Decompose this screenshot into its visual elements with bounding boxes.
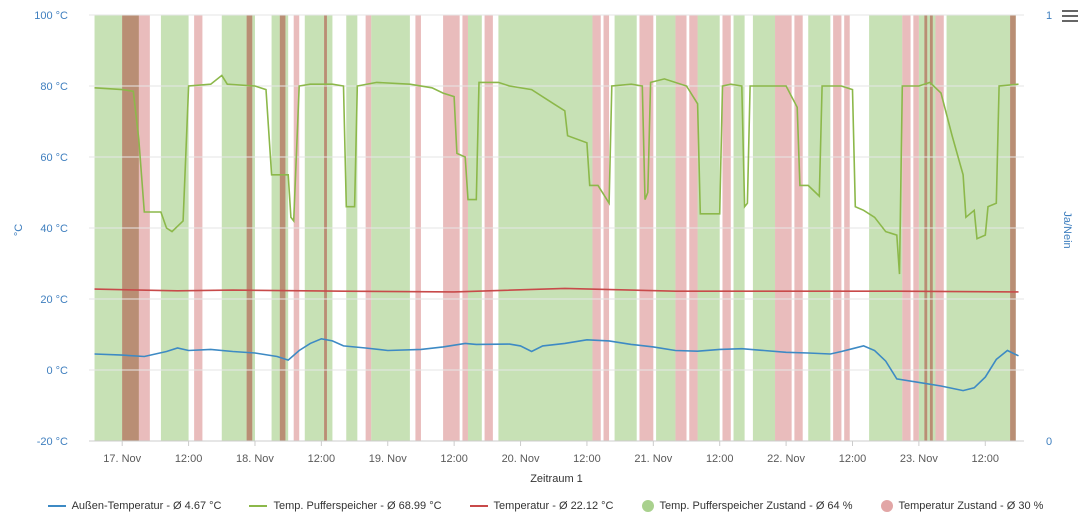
y-axis-right: 01	[1046, 10, 1052, 448]
y-right-tick-label: 1	[1046, 10, 1052, 22]
legend: Außen-Temperatur - Ø 4.67 °C Temp. Puffer…	[0, 496, 1091, 516]
y-right-tick-label: 0	[1046, 436, 1052, 448]
x-tick-label: 12:00	[706, 453, 734, 465]
x-tick-label: 12:00	[440, 453, 468, 465]
x-tick-label: 22. Nov	[767, 453, 805, 465]
y-tick-label: 100 °C	[34, 10, 68, 22]
y-tick-label: 0 °C	[46, 365, 68, 377]
y-axis-left-title: °C	[13, 224, 25, 236]
x-tick-label: 23. Nov	[900, 453, 938, 465]
legend-label: Temp. Pufferspeicher Zustand - Ø 64 %	[659, 500, 853, 512]
legend-item[interactable]: Temperatur - Ø 22.12 °C	[469, 496, 614, 516]
legend-dot-swatch	[880, 500, 893, 512]
grid-lines	[89, 14, 1024, 442]
legend-item[interactable]: Temp. Pufferspeicher Zustand - Ø 64 %	[641, 496, 853, 516]
hamburger-menu-icon[interactable]	[1062, 8, 1078, 22]
legend-item[interactable]: Außen-Temperatur - Ø 4.67 °C	[47, 496, 222, 516]
legend-item[interactable]: Temp. Pufferspeicher - Ø 68.99 °C	[249, 496, 442, 516]
x-tick-label: 21. Nov	[634, 453, 672, 465]
x-axis: 17. Nov 12:00 18. Nov 12:00 19. Nov 12:00 20. …	[103, 441, 999, 465]
legend-line-swatch	[249, 505, 268, 507]
y-tick-label: 20 °C	[40, 294, 68, 306]
legend-label: Außen-Temperatur - Ø 4.67 °C	[71, 500, 222, 512]
x-tick-label: 20. Nov	[502, 453, 540, 465]
legend-dot-swatch	[641, 500, 654, 512]
y-tick-label: 60 °C	[40, 152, 68, 164]
x-tick-label: 17. Nov	[103, 453, 141, 465]
legend-label: Temperatur - Ø 22.12 °C	[493, 500, 614, 512]
x-tick-label: 12:00	[972, 453, 1000, 465]
x-tick-label: 12:00	[839, 453, 867, 465]
series-line	[94, 287, 1019, 293]
legend-label: Temperatur Zustand - Ø 30 %	[898, 500, 1044, 512]
series-line	[94, 337, 1019, 392]
x-axis-title: Zeitraum 1	[530, 473, 583, 485]
legend-line-swatch	[47, 505, 66, 507]
y-axis-right-title: Ja/Nein	[1061, 211, 1073, 248]
x-tick-label: 12:00	[573, 453, 601, 465]
x-tick-label: 12:00	[175, 453, 203, 465]
series-line	[94, 74, 1019, 275]
x-tick-label: 12:00	[308, 453, 336, 465]
x-tick-label: 19. Nov	[369, 453, 407, 465]
y-axis-left: -20 °C 0 °C 20 °C 40 °C 60 °C 80 °C 100 °C	[34, 10, 68, 448]
y-tick-label: 40 °C	[40, 223, 68, 235]
legend-line-swatch	[469, 505, 488, 507]
y-tick-label: 80 °C	[40, 81, 68, 93]
series-lines	[94, 74, 1019, 392]
legend-item[interactable]: Temperatur Zustand - Ø 30 %	[880, 496, 1044, 516]
legend-label: Temp. Pufferspeicher - Ø 68.99 °C	[273, 500, 442, 512]
x-tick-label: 18. Nov	[236, 453, 274, 465]
y-tick-label: -20 °C	[37, 436, 68, 448]
